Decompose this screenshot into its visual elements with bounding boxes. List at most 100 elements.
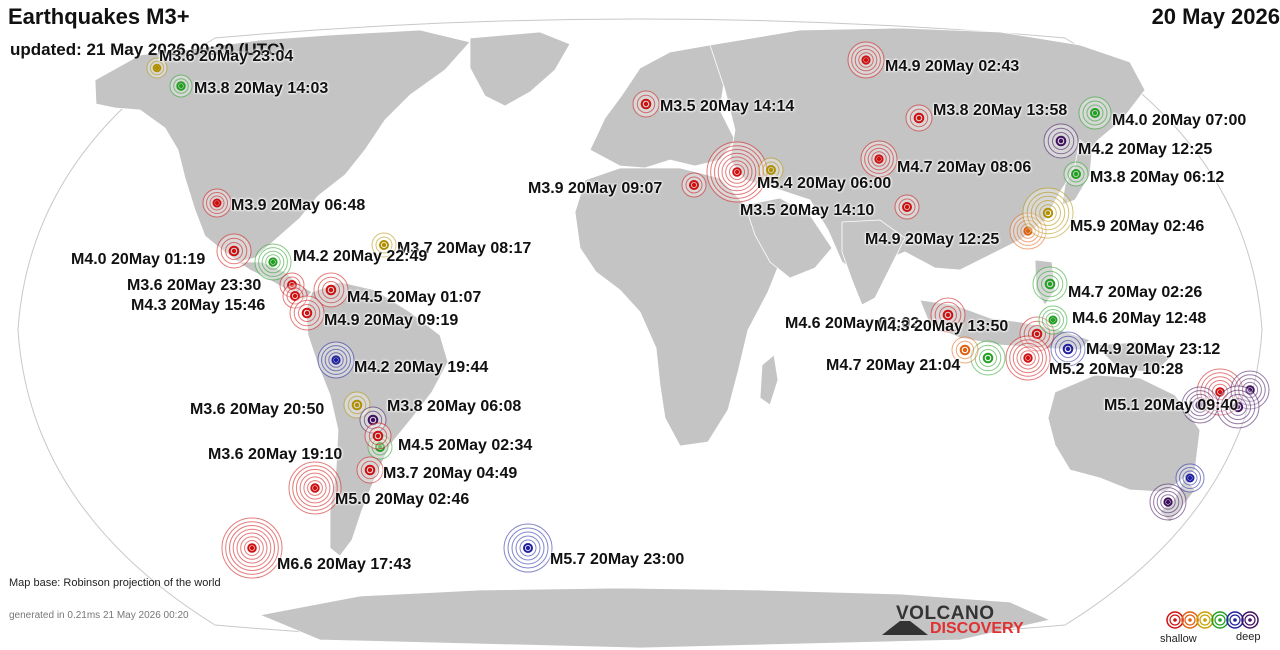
quake-ring (507, 527, 549, 569)
quake-marker[interactable] (1038, 305, 1068, 335)
quake-marker[interactable] (632, 90, 660, 118)
quake-marker[interactable] (1149, 483, 1187, 521)
quake-ring (515, 535, 541, 561)
quake-label[interactable]: M3.6 20May 19:10 (208, 446, 343, 463)
quake-label[interactable]: M3.9 20May 06:48 (231, 197, 366, 214)
quake-marker[interactable] (356, 456, 384, 484)
quake-label[interactable]: M3.7 20May 04:49 (383, 465, 518, 482)
quake-label[interactable]: M3.7 20May 08:17 (397, 240, 532, 257)
quake-marker[interactable] (1181, 386, 1219, 424)
quake-marker[interactable] (951, 336, 979, 364)
quake-label[interactable]: M4.9 20May 02:43 (885, 58, 1020, 75)
quake-ring (858, 52, 874, 68)
quake-label[interactable]: M4.5 20May 01:07 (347, 289, 482, 306)
quake-marker[interactable] (1216, 385, 1260, 429)
quake-label[interactable]: M3.5 20May 14:14 (660, 98, 795, 115)
quake-label[interactable]: M4.0 20May 01:19 (71, 251, 206, 268)
volcano-discovery-logo[interactable]: VOLCANO DISCOVERY (880, 603, 1040, 643)
quake-marker[interactable] (1063, 161, 1089, 187)
quake-marker[interactable] (930, 297, 966, 333)
quake-label[interactable]: M3.5 20May 14:10 (740, 202, 875, 219)
quake-label[interactable]: M4.6 20May 12:48 (1072, 310, 1207, 327)
quake-label[interactable]: M4.2 20May 12:25 (1078, 141, 1213, 158)
logo-text-volcano: VOLCANO (896, 603, 995, 624)
legend-ring (1166, 611, 1184, 629)
quake-label[interactable]: M3.8 20May 06:08 (387, 398, 522, 415)
quake-marker[interactable] (1050, 331, 1086, 367)
quake-marker[interactable] (317, 341, 355, 379)
quake-marker[interactable] (970, 340, 1006, 376)
quake-marker[interactable] (1009, 212, 1047, 250)
quake-marker[interactable] (1078, 96, 1112, 130)
quake-label[interactable]: M3.6 20May 23:04 (159, 48, 294, 65)
quake-label[interactable]: M5.2 20May 10:28 (1049, 361, 1184, 378)
quake-marker[interactable] (289, 295, 325, 331)
legend-ring (1211, 611, 1229, 629)
quake-label[interactable]: M5.4 20May 06:00 (757, 175, 892, 192)
quake-marker[interactable] (359, 406, 387, 434)
quake-marker[interactable] (1022, 187, 1074, 239)
quake-label[interactable]: M4.2 20May 19:44 (354, 359, 489, 376)
quake-marker[interactable] (221, 517, 283, 579)
quake-marker[interactable] (847, 41, 885, 79)
quake-ring (640, 98, 652, 110)
land-europe (589, 44, 736, 169)
quake-marker[interactable] (758, 157, 784, 183)
quake-marker[interactable] (894, 194, 920, 220)
quake-label[interactable]: M4.0 20May 07:00 (1112, 112, 1247, 129)
quake-marker[interactable] (860, 140, 898, 178)
quake-label[interactable]: M3.8 20May 14:03 (194, 80, 329, 97)
quake-marker[interactable] (503, 523, 553, 573)
quake-label[interactable]: M5.1 20May 09:40 (1104, 397, 1239, 414)
quake-epicenter (985, 355, 991, 361)
quake-marker[interactable] (371, 232, 397, 258)
quake-marker[interactable] (313, 272, 349, 308)
quake-epicenter (863, 57, 869, 63)
quake-marker[interactable] (1032, 266, 1068, 302)
quake-ring (762, 161, 780, 179)
quake-label[interactable]: M5.0 20May 02:46 (335, 491, 470, 508)
quake-label[interactable]: M4.2 20May 22:49 (293, 248, 428, 265)
quake-label[interactable]: M6.6 20May 17:43 (277, 556, 412, 573)
quake-label[interactable]: M5.9 20May 02:46 (1070, 218, 1205, 235)
quake-label[interactable]: M4.9 20May 12:25 (865, 231, 1000, 248)
quake-marker[interactable] (706, 141, 768, 203)
landmasses (94, 27, 1201, 649)
quake-marker[interactable] (681, 172, 707, 198)
quake-marker[interactable] (146, 57, 168, 79)
quake-label[interactable]: M3.8 20May 06:12 (1090, 169, 1225, 186)
quake-label[interactable]: M4.7 20May 08:06 (897, 159, 1032, 176)
quake-marker[interactable] (202, 188, 232, 218)
quake-label[interactable]: M4.6 20May 02:02 (785, 315, 920, 332)
quake-label[interactable]: M3.6 20May 20:50 (190, 401, 325, 418)
quake-marker[interactable] (367, 434, 393, 460)
quake-label[interactable]: M4.3 20May 15:46 (131, 297, 266, 314)
quake-label[interactable]: M3.6 20May 23:30 (127, 277, 262, 294)
quake-ring (322, 281, 340, 299)
quake-label[interactable]: M3.9 20May 09:07 (528, 180, 663, 197)
quake-marker[interactable] (905, 104, 933, 132)
quake-marker[interactable] (254, 243, 292, 281)
legend-dot (1248, 618, 1252, 622)
quake-marker[interactable] (364, 422, 392, 450)
quake-marker[interactable] (216, 233, 252, 269)
quake-ring (301, 307, 313, 319)
quake-label[interactable]: M4.7 20May 21:04 (826, 357, 961, 374)
quake-marker[interactable] (169, 74, 193, 98)
quake-marker[interactable] (1043, 123, 1079, 159)
quake-label[interactable]: M4.9 20May 23:12 (1086, 341, 1221, 358)
quake-label[interactable]: M5.7 20May 23:00 (550, 551, 685, 568)
quake-label[interactable]: M4.5 20May 02:34 (398, 437, 533, 454)
quake-marker[interactable] (1175, 463, 1205, 493)
quake-marker[interactable] (288, 461, 342, 515)
quake-marker[interactable] (1005, 335, 1051, 381)
quake-ring (1245, 385, 1255, 395)
legend-dot (1188, 618, 1192, 622)
quake-label[interactable]: M3.8 20May 13:58 (933, 102, 1068, 119)
quake-ring (375, 236, 393, 254)
quake-label[interactable]: M4.9 20May 09:19 (324, 312, 459, 329)
quake-ring (1163, 497, 1173, 507)
quake-label[interactable]: M4.3 20May 13:50 (874, 318, 1009, 335)
quake-label[interactable]: M4.7 20May 02:26 (1068, 284, 1203, 301)
